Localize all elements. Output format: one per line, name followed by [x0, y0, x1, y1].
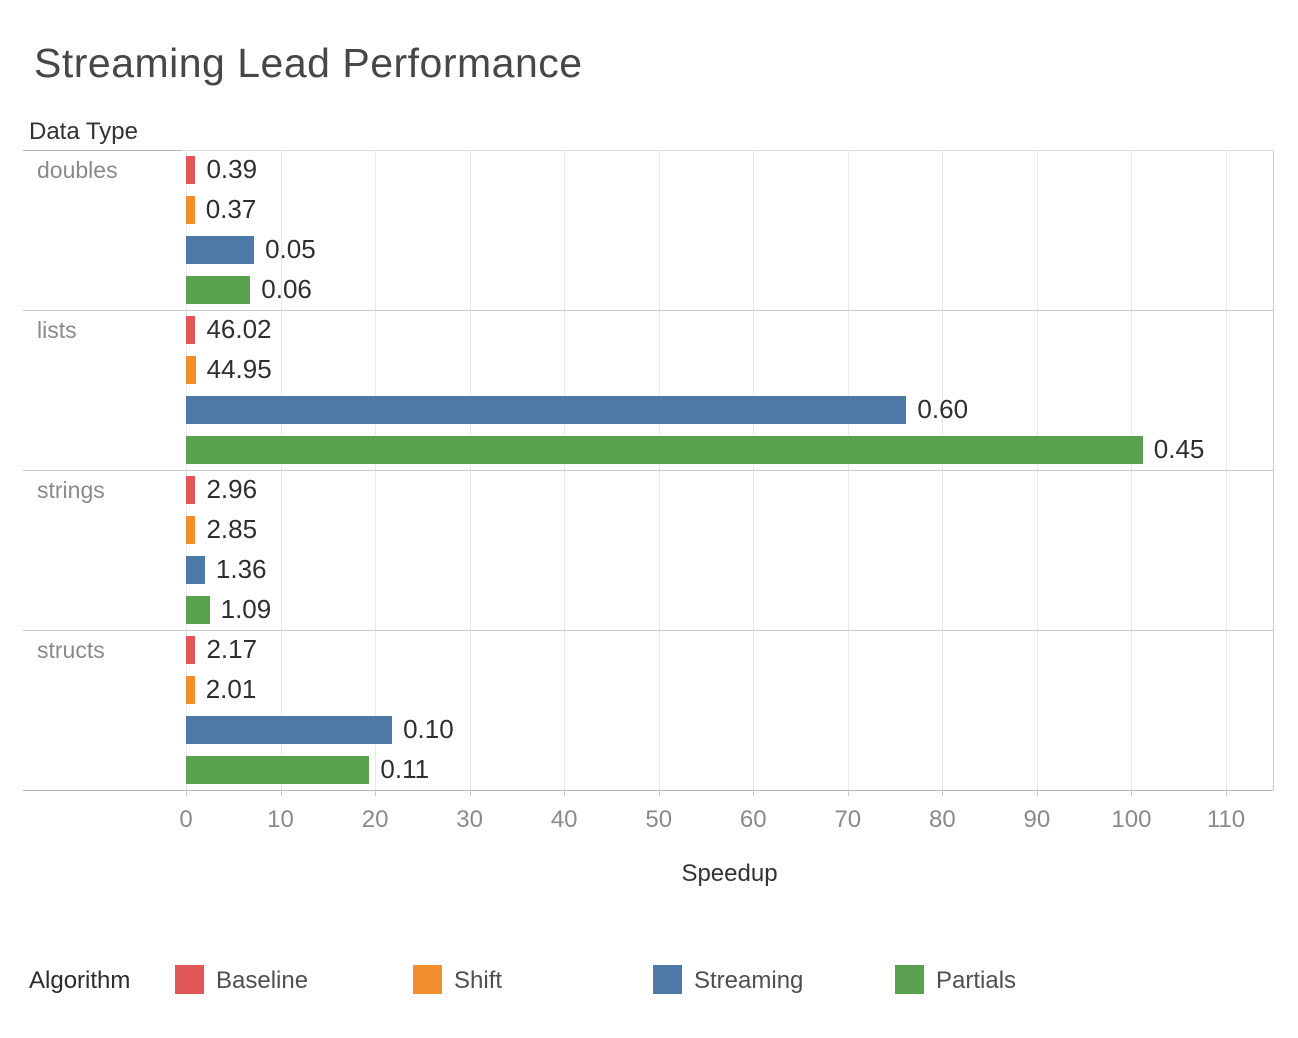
chart-title: Streaming Lead Performance — [34, 40, 583, 86]
axis-tick-mark — [942, 790, 944, 796]
axis-tick-label: 10 — [267, 806, 294, 833]
value-label: 2.01 — [205, 673, 257, 704]
axis-tick-mark — [375, 790, 377, 796]
bar-structs-baseline[interactable] — [186, 635, 196, 664]
axis-tick-mark — [1225, 790, 1227, 796]
row-header-underline — [23, 149, 182, 151]
legend-item-label: Streaming — [694, 967, 804, 994]
legend-swatch-icon — [413, 965, 442, 994]
bar-structs-shift[interactable] — [186, 675, 195, 704]
x-axis-title: Speedup — [681, 860, 778, 887]
bar-doubles-shift[interactable] — [186, 195, 195, 224]
axis-tick-label: 0 — [179, 806, 193, 833]
bar-doubles-partials[interactable] — [186, 275, 251, 304]
axis-tick-mark — [469, 790, 471, 796]
axis-tick-mark — [658, 790, 660, 796]
value-label: 46.02 — [206, 313, 272, 344]
axis-tick-label: 30 — [456, 806, 483, 833]
category-label-lists: lists — [37, 316, 77, 343]
legend-swatch-icon — [895, 965, 924, 994]
bar-strings-shift[interactable] — [186, 515, 196, 544]
category-label-structs: structs — [37, 636, 105, 663]
legend-item-label: Partials — [936, 967, 1017, 994]
bar-lists-baseline[interactable] — [186, 315, 196, 344]
bar-strings-partials[interactable] — [186, 595, 210, 624]
chart-top-border — [182, 149, 1273, 151]
axis-tick-label: 110 — [1206, 806, 1246, 833]
axis-tick-label: 50 — [645, 806, 673, 833]
value-label: 0.60 — [917, 393, 969, 424]
axis-tick-mark — [753, 790, 755, 796]
bar-lists-shift[interactable] — [186, 355, 196, 384]
axis-tick-label: 20 — [361, 806, 389, 833]
value-label: 44.95 — [206, 353, 272, 384]
bar-structs-partials[interactable] — [186, 755, 370, 784]
axis-tick-mark — [1131, 790, 1133, 796]
axis-tick-label: 80 — [929, 806, 956, 833]
axis-tick-label: 60 — [739, 806, 767, 833]
axis-tick-label: 100 — [1111, 806, 1152, 833]
axis-tick-label: 40 — [550, 806, 578, 833]
value-label: 1.36 — [215, 553, 267, 584]
section-separator — [23, 629, 1273, 631]
bar-doubles-streaming[interactable] — [186, 235, 255, 264]
value-label: 1.09 — [220, 593, 272, 624]
legend-swatch-icon — [653, 965, 682, 994]
value-label: 0.10 — [403, 713, 454, 744]
value-label: 2.17 — [206, 633, 258, 664]
bar-lists-partials[interactable] — [186, 435, 1143, 464]
legend-title: Algorithm — [29, 967, 131, 994]
row-header-label: Data Type — [29, 118, 138, 145]
section-separator — [23, 469, 1273, 471]
value-label: 0.37 — [205, 193, 257, 224]
bar-strings-baseline[interactable] — [186, 475, 196, 504]
axis-tick-mark — [186, 790, 187, 796]
value-label: 0.06 — [261, 273, 312, 304]
value-label: 0.39 — [206, 153, 258, 184]
bar-structs-streaming[interactable] — [186, 715, 393, 744]
value-label: 2.96 — [206, 473, 258, 504]
legend-item-label: Shift — [454, 967, 503, 994]
axis-tick-label: 70 — [834, 806, 862, 833]
value-label: 2.85 — [206, 513, 258, 544]
value-label: 0.05 — [265, 233, 316, 264]
bar-lists-streaming[interactable] — [186, 395, 907, 424]
axis-tick-mark — [1036, 790, 1038, 796]
bar-strings-streaming[interactable] — [186, 555, 205, 584]
bar-doubles-baseline[interactable] — [186, 155, 196, 184]
chart-right-border — [1273, 149, 1274, 790]
axis-tick-mark — [847, 790, 849, 796]
value-label: 0.45 — [1153, 433, 1205, 464]
axis-tick-label: 90 — [1023, 806, 1051, 833]
category-label-doubles: doubles — [37, 156, 118, 183]
section-separator — [23, 309, 1273, 311]
axis-tick-mark — [564, 790, 566, 796]
x-axis-line — [23, 790, 1273, 791]
legend-swatch-icon — [175, 965, 204, 994]
legend-item-label: Baseline — [216, 967, 309, 994]
axis-tick-mark — [280, 790, 282, 796]
category-label-strings: strings — [37, 476, 105, 503]
value-label: 0.11 — [380, 753, 430, 784]
